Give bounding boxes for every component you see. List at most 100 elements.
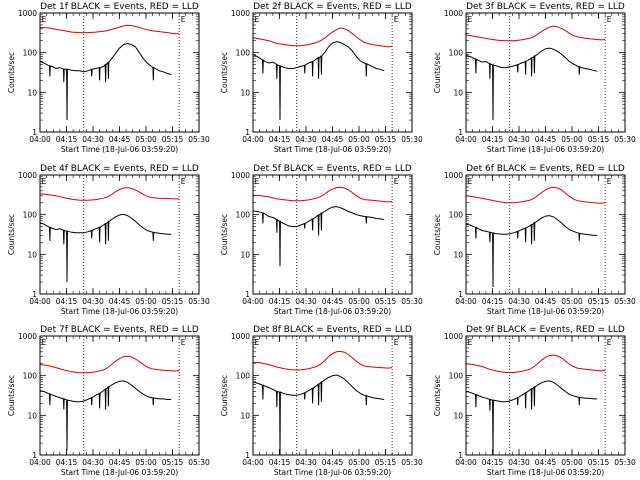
x-tick-label: 05:30 <box>401 135 423 144</box>
x-tick-label: 05:00 <box>561 135 583 144</box>
y-axis-label: Counts/sec <box>220 214 229 255</box>
y-tick-label: 1000 <box>444 332 463 341</box>
panel-det-6: Det 6f BLACK = Events, RED = LLD 1 10 100 10… <box>433 164 636 316</box>
x-axis-label: Start Time (18-Jul-06 03:59:20) <box>61 468 178 477</box>
x-axis-label: Start Time (18-Jul-06 03:59:20) <box>487 145 604 154</box>
series-line-lld <box>253 186 393 203</box>
y-tick-label: 1 <box>32 128 37 137</box>
x-tick-label: 05:00 <box>135 135 157 144</box>
panel-title: Det 2f BLACK = Events, RED = LLD <box>253 2 412 12</box>
x-tick-label: 05:15 <box>162 297 184 306</box>
x-tick-label: 04:45 <box>109 297 131 306</box>
x-tick-label: 04:30 <box>82 458 104 467</box>
y-tick-label: 10 <box>27 250 37 259</box>
y-tick-label: 10 <box>240 411 250 420</box>
x-tick-label: 04:30 <box>82 297 104 306</box>
x-tick-label: 04:15 <box>269 458 291 467</box>
series-line-lld <box>253 350 393 371</box>
e-marker: E <box>181 15 186 24</box>
plot-frame <box>465 174 626 295</box>
x-tick-label: 04:15 <box>269 135 291 144</box>
x-tick-label: 04:45 <box>322 135 344 144</box>
panel-det-3: Det 3f BLACK = Events, RED = LLD 1 10 100 10… <box>433 2 636 154</box>
panel-title: Det 3f BLACK = Events, RED = LLD <box>466 2 625 12</box>
y-tick-label: 1000 <box>18 332 37 341</box>
plot-frame <box>465 12 626 133</box>
e-marker: E <box>42 338 47 347</box>
e-marker: E <box>42 177 47 186</box>
y-tick-label: 100 <box>23 372 38 381</box>
plot-frame <box>252 335 413 456</box>
panel-title: Det 4f BLACK = Events, RED = LLD <box>40 164 199 174</box>
x-tick-label: 04:30 <box>508 297 530 306</box>
series-line-lld <box>40 187 180 201</box>
y-tick-label: 1 <box>458 451 463 460</box>
e-marker: E <box>607 338 612 347</box>
x-tick-label: 05:15 <box>588 458 610 467</box>
e-marker: E <box>394 338 399 347</box>
y-tick-label: 1 <box>458 290 463 299</box>
panel-det-7: Det 7f BLACK = Events, RED = LLD 1 10 100 10… <box>7 325 210 477</box>
x-tick-label: 04:30 <box>508 458 530 467</box>
y-tick-label: 1 <box>245 128 250 137</box>
x-axis-label: Start Time (18-Jul-06 03:59:20) <box>274 468 391 477</box>
x-tick-label: 04:30 <box>82 135 104 144</box>
x-tick-label: 04:30 <box>295 135 317 144</box>
panel-det-8: Det 8f BLACK = Events, RED = LLD 1 10 100 10… <box>220 325 423 477</box>
x-tick-label: 05:30 <box>614 297 636 306</box>
y-tick-label: 1 <box>32 451 37 460</box>
series-line-events <box>40 42 172 121</box>
x-tick-label: 05:30 <box>614 135 636 144</box>
x-tick-label: 04:30 <box>295 458 317 467</box>
y-axis-label: Counts/sec <box>7 214 16 255</box>
x-tick-label: 05:30 <box>614 458 636 467</box>
y-tick-label: 1 <box>245 290 250 299</box>
y-tick-label: 1000 <box>444 9 463 18</box>
panel-det-2: Det 2f BLACK = Events, RED = LLD 1 10 100 10… <box>220 2 423 154</box>
x-tick-label: 04:00 <box>455 458 477 467</box>
x-tick-label: 04:15 <box>56 297 78 306</box>
x-tick-label: 05:30 <box>188 297 210 306</box>
y-tick-label: 10 <box>453 88 463 97</box>
panel-title: Det 5f BLACK = Events, RED = LLD <box>253 164 412 174</box>
plot-frame <box>252 12 413 133</box>
x-tick-label: 04:45 <box>322 297 344 306</box>
x-axis-label: Start Time (18-Jul-06 03:59:20) <box>274 307 391 316</box>
e-marker: E <box>468 177 473 186</box>
x-tick-label: 05:00 <box>135 297 157 306</box>
panel-title: Det 7f BLACK = Events, RED = LLD <box>40 325 199 335</box>
panel-det-5: Det 5f BLACK = Events, RED = LLD 1 10 100 10… <box>220 164 423 316</box>
plot-frame <box>39 335 200 456</box>
x-tick-label: 05:30 <box>401 297 423 306</box>
series-line-lld <box>466 354 606 373</box>
x-tick-label: 05:30 <box>188 135 210 144</box>
y-tick-label: 1000 <box>444 171 463 180</box>
panel-title: Det 6f BLACK = Events, RED = LLD <box>466 164 625 174</box>
e-marker: E <box>255 338 260 347</box>
x-axis-label: Start Time (18-Jul-06 03:59:20) <box>487 468 604 477</box>
series-line-lld <box>40 24 180 35</box>
x-tick-label: 05:00 <box>135 458 157 467</box>
series-line-events <box>466 380 598 455</box>
x-tick-label: 04:45 <box>322 458 344 467</box>
y-tick-label: 1 <box>458 128 463 137</box>
x-tick-label: 04:30 <box>508 135 530 144</box>
x-tick-label: 04:00 <box>242 135 264 144</box>
series-line-lld <box>466 186 606 204</box>
e-marker: E <box>394 15 399 24</box>
x-tick-label: 04:45 <box>535 135 557 144</box>
series-line-events <box>253 41 385 121</box>
e-marker: E <box>607 177 612 186</box>
x-tick-label: 04:00 <box>242 297 264 306</box>
y-axis-label: Counts/sec <box>7 52 16 93</box>
series-line-events <box>40 380 172 451</box>
x-tick-label: 05:00 <box>348 297 370 306</box>
series-line-events <box>466 47 598 121</box>
y-axis-label: Counts/sec <box>433 52 442 93</box>
x-tick-label: 04:45 <box>535 458 557 467</box>
y-axis-label: Counts/sec <box>433 214 442 255</box>
e-marker: E <box>42 15 47 24</box>
e-marker: E <box>468 338 473 347</box>
y-tick-label: 100 <box>236 49 251 58</box>
